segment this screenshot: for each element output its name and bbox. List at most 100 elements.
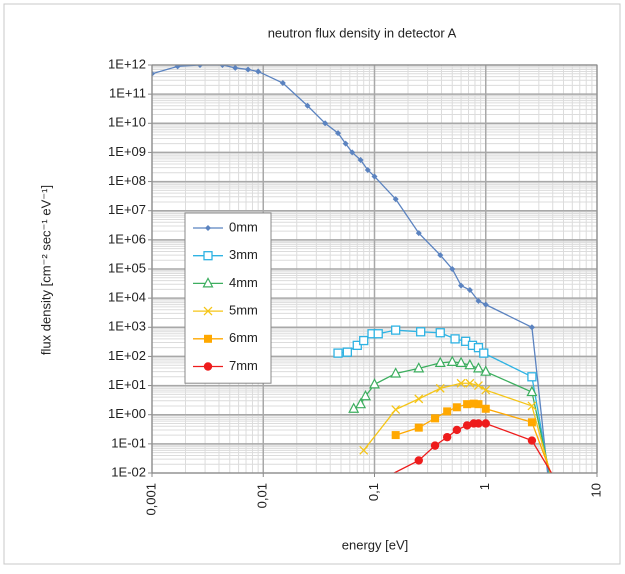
marker <box>480 365 492 376</box>
marker <box>527 418 536 427</box>
marker <box>431 414 440 423</box>
marker <box>450 334 460 344</box>
y-tick-label: 1E+12 <box>108 56 146 71</box>
marker <box>279 80 286 87</box>
y-tick-label: 1E+03 <box>108 319 146 334</box>
marker <box>333 348 343 358</box>
y-tick-label: 1E+10 <box>108 115 146 130</box>
legend-marker <box>203 362 213 371</box>
marker <box>414 423 423 432</box>
marker <box>414 456 423 465</box>
marker <box>352 340 362 350</box>
marker <box>232 65 239 71</box>
legend-marker <box>203 251 213 261</box>
legend-marker <box>204 334 212 343</box>
marker <box>472 362 484 373</box>
marker <box>364 166 371 173</box>
marker <box>474 381 483 391</box>
marker <box>458 282 465 289</box>
legend: 0mm 3mm 4mm 5mm 6mm 7mm <box>184 212 272 384</box>
marker <box>391 431 400 440</box>
marker <box>527 401 537 411</box>
y-tick-label: 1E+11 <box>109 86 146 101</box>
marker <box>360 389 371 401</box>
legend-label: 3mm <box>229 247 258 262</box>
marker <box>452 403 461 412</box>
y-tick-label: 1E+02 <box>108 348 146 363</box>
marker <box>474 400 483 409</box>
y-tick-label: 1E+01 <box>108 377 146 392</box>
marker <box>391 405 401 415</box>
marker <box>527 436 537 445</box>
marker <box>219 65 226 68</box>
marker <box>482 301 489 308</box>
marker <box>434 356 446 367</box>
marker <box>443 407 452 416</box>
marker <box>373 329 383 339</box>
marker <box>474 419 483 428</box>
marker <box>152 70 155 77</box>
y-tick-label: 1E+06 <box>108 231 146 246</box>
legend-label: 0mm <box>229 219 258 234</box>
marker <box>437 252 444 259</box>
series-line <box>363 382 551 473</box>
marker <box>392 196 399 203</box>
marker <box>357 156 364 163</box>
y-tick-label: 1E+08 <box>108 173 146 188</box>
marker <box>416 327 426 337</box>
x-tick-label: 0,001 <box>143 483 158 516</box>
legend-box <box>184 212 272 384</box>
x-tick-label: 10 <box>588 483 603 497</box>
legend-marker <box>202 277 214 288</box>
marker <box>463 400 472 409</box>
marker <box>446 355 458 366</box>
marker <box>322 120 329 127</box>
plot-area <box>152 65 553 473</box>
marker <box>481 385 491 395</box>
y-tick-label: 1E+04 <box>108 290 146 305</box>
marker <box>528 324 535 331</box>
marker <box>465 378 475 388</box>
marker <box>335 130 342 137</box>
marker <box>414 394 424 404</box>
marker <box>390 367 402 378</box>
legend-label: 7mm <box>229 358 258 373</box>
marker <box>355 397 367 409</box>
marker <box>349 149 356 156</box>
marker <box>371 173 378 180</box>
y-axis-label: flux density [cm⁻² sec⁻¹ eV⁻¹] <box>38 185 53 355</box>
legend-label: 5mm <box>229 303 258 318</box>
marker <box>455 356 467 367</box>
marker <box>452 425 462 435</box>
x-tick-label: 1 <box>477 483 492 490</box>
legend-label: 4mm <box>229 275 258 290</box>
y-tick-label: 1E+00 <box>108 406 146 421</box>
marker <box>462 421 472 430</box>
marker <box>449 266 456 272</box>
marker <box>415 230 422 237</box>
marker <box>342 347 352 357</box>
marker <box>342 140 349 147</box>
marker <box>473 343 484 353</box>
plot-border <box>151 64 598 474</box>
marker <box>466 287 473 294</box>
marker <box>475 297 482 304</box>
x-tick-label: 0,1 <box>366 483 381 501</box>
marker <box>481 419 490 428</box>
legend-label: 6mm <box>229 330 258 345</box>
marker <box>391 325 401 335</box>
marker <box>464 358 476 370</box>
marker <box>527 372 537 382</box>
marker <box>255 68 262 75</box>
marker <box>245 66 252 73</box>
marker <box>479 348 489 358</box>
marker <box>369 378 380 389</box>
legend-marker <box>205 225 211 231</box>
marker <box>359 335 369 346</box>
legend-marker <box>203 306 213 316</box>
marker <box>481 404 490 413</box>
x-tick-label: 0,01 <box>255 483 270 508</box>
marker <box>442 432 452 442</box>
